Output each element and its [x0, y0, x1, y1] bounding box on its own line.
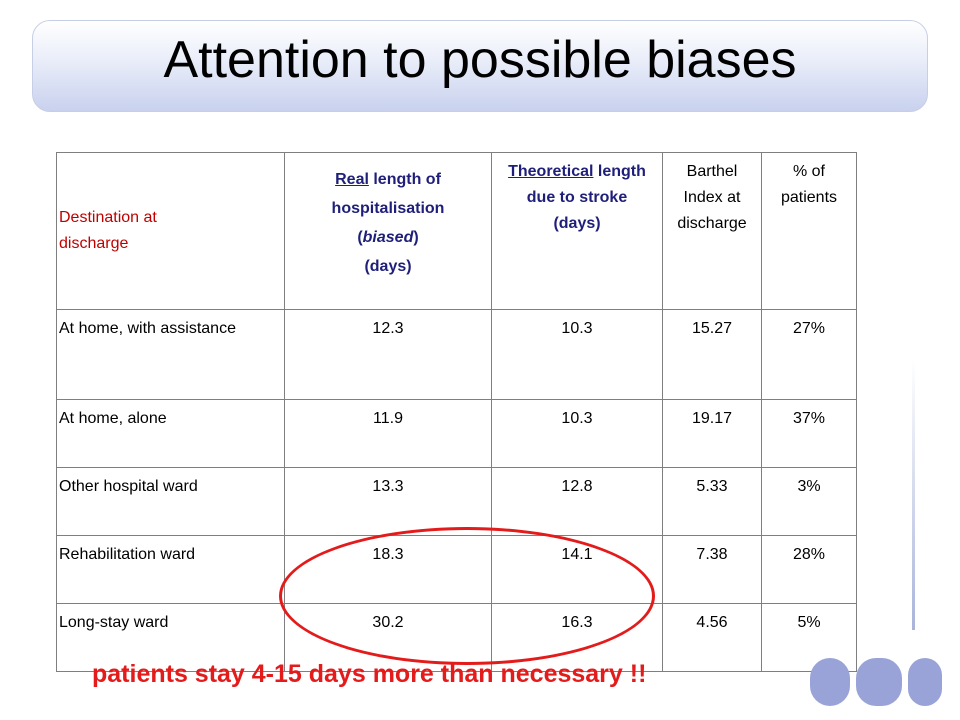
header-barthel: Barthel Index at discharge — [662, 152, 762, 310]
row-destination: At home, with assistance — [56, 309, 285, 400]
row-barthel: 15.27 — [662, 309, 762, 400]
results-table: Destination at discharge Real length of … — [56, 152, 857, 672]
header-theoretical-rest: length — [593, 163, 646, 180]
header-real-open: ( — [357, 229, 363, 246]
header-real-close: ) — [413, 229, 419, 246]
row-real: 13.3 — [284, 467, 492, 536]
header-barthel-line1: Barthel — [686, 163, 738, 180]
header-percent: % of patients — [761, 152, 857, 310]
header-real-length: Real length of hospitalisation (biased) … — [284, 152, 492, 310]
header-row: Destination at discharge Real length of … — [56, 152, 857, 310]
header-real-line2: hospitalisation — [331, 200, 445, 217]
row-destination: At home, alone — [56, 399, 285, 468]
header-real-underline: Real — [335, 171, 369, 188]
row-percent: 37% — [761, 399, 857, 468]
slide-title: Attention to possible biases — [163, 31, 797, 89]
header-real-biased: biased — [362, 229, 414, 246]
row-percent: 28% — [761, 535, 857, 604]
row-real: 12.3 — [284, 309, 492, 400]
header-percent-line2: patients — [780, 189, 838, 206]
row-barthel: 19.17 — [662, 399, 762, 468]
header-barthel-line2: Index at — [683, 189, 741, 206]
header-barthel-line3: discharge — [677, 215, 747, 232]
row-percent: 27% — [761, 309, 857, 400]
row-destination: Long-stay ward — [56, 603, 285, 672]
header-theoretical-line2: due to stroke — [526, 189, 628, 206]
title-bar — [32, 20, 928, 112]
row-barthel: 7.38 — [662, 535, 762, 604]
header-real-rest: length of — [368, 171, 441, 188]
highlight-circle — [279, 527, 655, 665]
row-percent: 3% — [761, 467, 857, 536]
header-theoretical-length: Theoretical length due to stroke (days) — [491, 152, 663, 310]
row-destination: Rehabilitation ward — [56, 535, 285, 604]
header-theoretical-underline: Theoretical — [508, 163, 594, 180]
row-destination: Other hospital ward — [56, 467, 285, 536]
header-percent-line1: % of — [792, 163, 825, 180]
header-real-line4: (days) — [364, 258, 412, 275]
header-destination-line2: discharge — [59, 235, 129, 252]
header-destination: Destination at discharge — [56, 152, 285, 310]
table-row: At home, with assistance 12.3 10.3 15.27… — [56, 309, 857, 400]
conclusion-note: patients stay 4-15 days more than necess… — [92, 660, 647, 688]
row-barthel: 5.33 — [662, 467, 762, 536]
row-theoretical: 10.3 — [491, 399, 663, 468]
header-theoretical-line3: (days) — [553, 215, 601, 232]
row-theoretical: 10.3 — [491, 309, 663, 400]
header-destination-line1: Destination at — [59, 209, 157, 226]
row-theoretical: 12.8 — [491, 467, 663, 536]
table-row: Other hospital ward 13.3 12.8 5.33 3% — [56, 467, 857, 536]
row-real: 11.9 — [284, 399, 492, 468]
table-row: At home, alone 11.9 10.3 19.17 37% — [56, 399, 857, 468]
imi-logo-icon — [810, 652, 946, 712]
decorative-line — [912, 360, 915, 630]
row-barthel: 4.56 — [662, 603, 762, 672]
